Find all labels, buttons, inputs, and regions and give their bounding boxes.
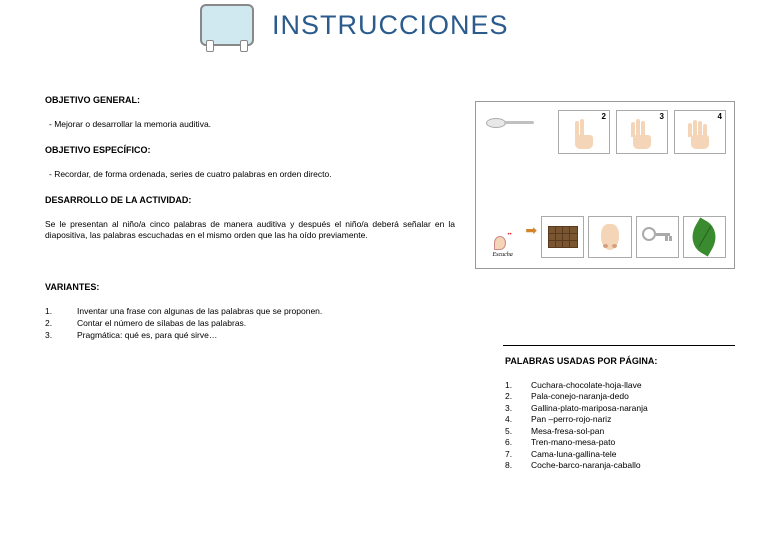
objetivo-general-text: - Mejorar o desarrollar la memoria audit…	[45, 119, 455, 129]
tablet-icon	[200, 4, 254, 46]
chocolate-card	[541, 216, 584, 258]
desarrollo-text: Se le presentan al niño/a cinco palabras…	[45, 219, 455, 242]
list-num: 1.	[45, 306, 59, 318]
hand-card: 3	[616, 110, 668, 154]
palabras-heading: PALABRAS USADAS POR PÁGINA:	[503, 356, 735, 366]
list-item: 3. Gallina-plato-mariposa-naranja	[505, 403, 735, 414]
list-text: Gallina-plato-mariposa-naranja	[531, 403, 648, 414]
list-item: 6. Tren-mano-mesa-pato	[505, 437, 735, 448]
list-text: Mesa-fresa-sol-pan	[531, 426, 604, 437]
palabras-section: PALABRAS USADAS POR PÁGINA: 1. Cuchara-ch…	[503, 345, 735, 472]
palabras-list: 1. Cuchara-chocolate-hoja-llave 2. Pala-co…	[503, 380, 735, 472]
list-text: Cama-luna-gallina-tele	[531, 449, 617, 460]
variantes-heading: VARIANTES:	[45, 282, 455, 292]
arrow-icon: ➡	[525, 222, 537, 239]
list-num: 1.	[505, 380, 517, 391]
list-num: 2.	[505, 391, 517, 402]
preview-bottom-row: •• Escucha ➡	[484, 216, 726, 258]
escucha-label: Escucha	[484, 252, 521, 258]
activity-preview: 2 3 4	[475, 101, 735, 269]
list-text: Coche-barco-naranja-caballo	[531, 460, 641, 471]
list-num: 5.	[505, 426, 517, 437]
spoon-icon	[486, 118, 536, 128]
list-item: 1. Inventar una frase con algunas de las…	[45, 306, 455, 318]
leaf-icon	[686, 218, 724, 257]
list-num: 3.	[505, 403, 517, 414]
variantes-list: 1. Inventar una frase con algunas de las…	[45, 306, 455, 342]
objetivo-general-heading: OBJETIVO GENERAL:	[45, 95, 455, 105]
objetivo-especifico-text: - Recordar, de forma ordenada, series de…	[45, 169, 455, 179]
hand-icon	[569, 119, 599, 149]
nose-card	[588, 216, 631, 258]
left-column: OBJETIVO GENERAL: - Mejorar o desarrolla…	[45, 95, 455, 342]
list-item: 2. Contar el número de sílabas de las pa…	[45, 318, 455, 330]
list-item: 7. Cama-luna-gallina-tele	[505, 449, 735, 460]
preview-top-row: 2 3 4	[558, 110, 726, 154]
list-item: 5. Mesa-fresa-sol-pan	[505, 426, 735, 437]
key-icon	[642, 225, 672, 249]
list-num: 8.	[505, 460, 517, 471]
list-text: Pan –perro-rojo-nariz	[531, 414, 611, 425]
list-text: Pala-conejo-naranja-dedo	[531, 391, 629, 402]
list-item: 8. Coche-barco-naranja-caballo	[505, 460, 735, 471]
nose-icon	[601, 224, 619, 250]
list-text: Tren-mano-mesa-pato	[531, 437, 615, 448]
list-num: 2.	[45, 318, 59, 330]
hand-icon	[685, 119, 715, 149]
list-item: 1. Cuchara-chocolate-hoja-llave	[505, 380, 735, 391]
content-area: OBJETIVO GENERAL: - Mejorar o desarrolla…	[45, 95, 735, 342]
objetivo-especifico-heading: OBJETIVO ESPECÍFICO:	[45, 145, 455, 155]
list-item: 2. Pala-conejo-naranja-dedo	[505, 391, 735, 402]
escucha-block: •• Escucha	[484, 232, 521, 258]
hand-card: 2	[558, 110, 610, 154]
card-number: 3	[660, 112, 664, 121]
list-item: 4. Pan –perro-rojo-nariz	[505, 414, 735, 425]
list-item: 3. Pragmática: qué es, para qué sirve…	[45, 330, 455, 342]
hand-card: 4	[674, 110, 726, 154]
list-num: 6.	[505, 437, 517, 448]
card-number: 2	[602, 112, 606, 121]
hand-icon	[627, 119, 657, 149]
key-card	[636, 216, 679, 258]
chocolate-icon	[548, 226, 578, 248]
list-text: Cuchara-chocolate-hoja-llave	[531, 380, 642, 391]
page-title: INSTRUCCIONES	[272, 10, 509, 41]
leaf-card	[683, 216, 726, 258]
list-text: Inventar una frase con algunas de las pa…	[77, 306, 322, 318]
list-num: 4.	[505, 414, 517, 425]
desarrollo-heading: DESARROLLO DE LA ACTIVIDAD:	[45, 195, 455, 205]
ear-icon: ••	[494, 232, 512, 250]
list-text: Pragmática: qué es, para qué sirve…	[77, 330, 217, 342]
list-text: Contar el número de sílabas de las palab…	[77, 318, 246, 330]
card-number: 4	[718, 112, 722, 121]
list-num: 3.	[45, 330, 59, 342]
list-num: 7.	[505, 449, 517, 460]
header: INSTRUCCIONES	[0, 0, 780, 46]
